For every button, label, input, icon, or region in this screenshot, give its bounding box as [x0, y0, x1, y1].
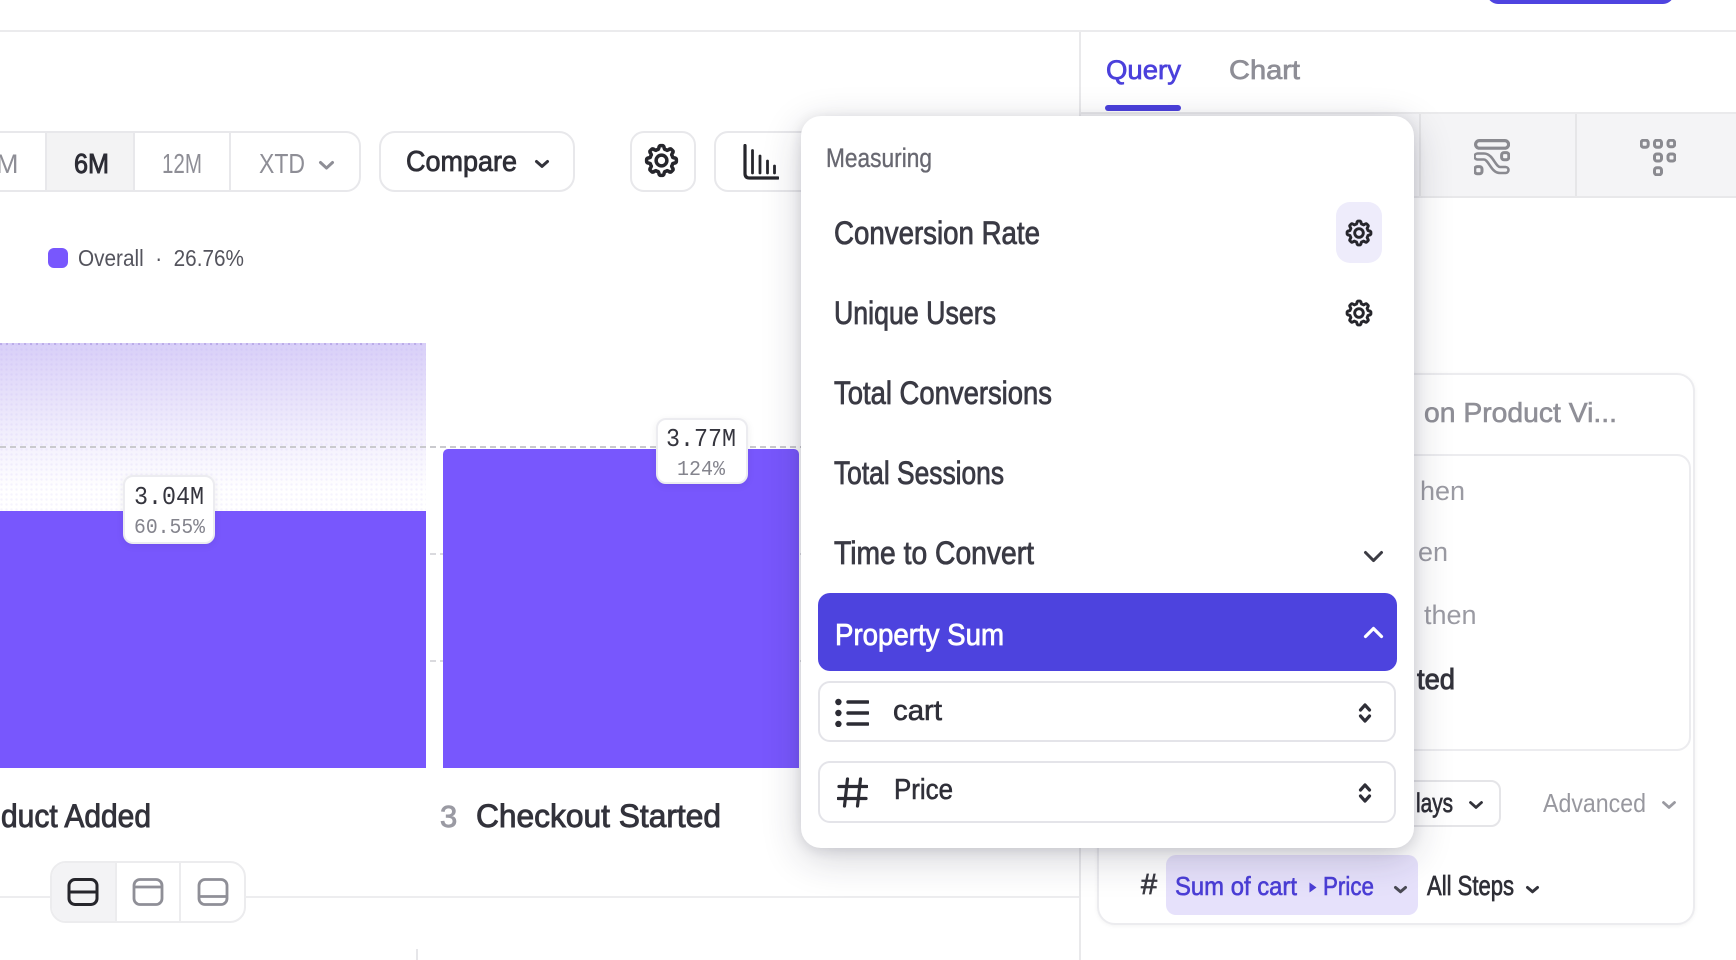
- svg-text:Total Conversions: Total Conversions: [834, 375, 1052, 411]
- svg-text:Property Sum: Property Sum: [835, 617, 1004, 652]
- svg-text:Unique Users: Unique Users: [834, 295, 996, 331]
- svg-text:Checkout Started: Checkout Started: [476, 798, 721, 834]
- svg-text:on Product Vi...: on Product Vi...: [1424, 397, 1617, 428]
- svg-text:hen: hen: [1420, 476, 1465, 506]
- svg-text:M: M: [0, 149, 19, 179]
- svg-text:12M: 12M: [162, 148, 202, 179]
- svg-text:cart: cart: [893, 695, 942, 727]
- svg-text:6M: 6M: [74, 148, 109, 179]
- svg-text:Price: Price: [1323, 871, 1374, 901]
- svg-text:3.04M: 3.04M: [134, 482, 204, 512]
- svg-text:Price: Price: [894, 774, 953, 806]
- svg-text:124%: 124%: [677, 459, 725, 482]
- svg-text:3.77M: 3.77M: [666, 424, 736, 454]
- svg-text:lays: lays: [1416, 788, 1453, 818]
- svg-text:Advanced: Advanced: [1543, 788, 1646, 818]
- svg-text:Total Sessions: Total Sessions: [834, 455, 1004, 491]
- svg-text:All Steps: All Steps: [1427, 870, 1514, 901]
- svg-text:Time to Convert: Time to Convert: [834, 535, 1034, 571]
- svg-text:Overall · 26.76%: Overall · 26.76%: [78, 245, 244, 271]
- svg-text:duct Added: duct Added: [1, 798, 151, 834]
- svg-text:then: then: [1424, 600, 1477, 630]
- svg-text:XTD: XTD: [259, 148, 305, 179]
- svg-text:Measuring: Measuring: [826, 143, 932, 173]
- svg-text:#: #: [1141, 869, 1157, 901]
- svg-text:Sum of cart: Sum of cart: [1175, 871, 1298, 901]
- svg-text:Chart: Chart: [1229, 55, 1301, 85]
- svg-text:ted: ted: [1417, 664, 1455, 696]
- svg-text:Compare: Compare: [406, 146, 517, 178]
- svg-text:Query: Query: [1106, 55, 1182, 85]
- svg-text:Conversion Rate: Conversion Rate: [834, 215, 1040, 251]
- svg-text:60.55%: 60.55%: [134, 517, 205, 540]
- svg-text:3: 3: [440, 799, 457, 834]
- svg-text:en: en: [1418, 537, 1448, 567]
